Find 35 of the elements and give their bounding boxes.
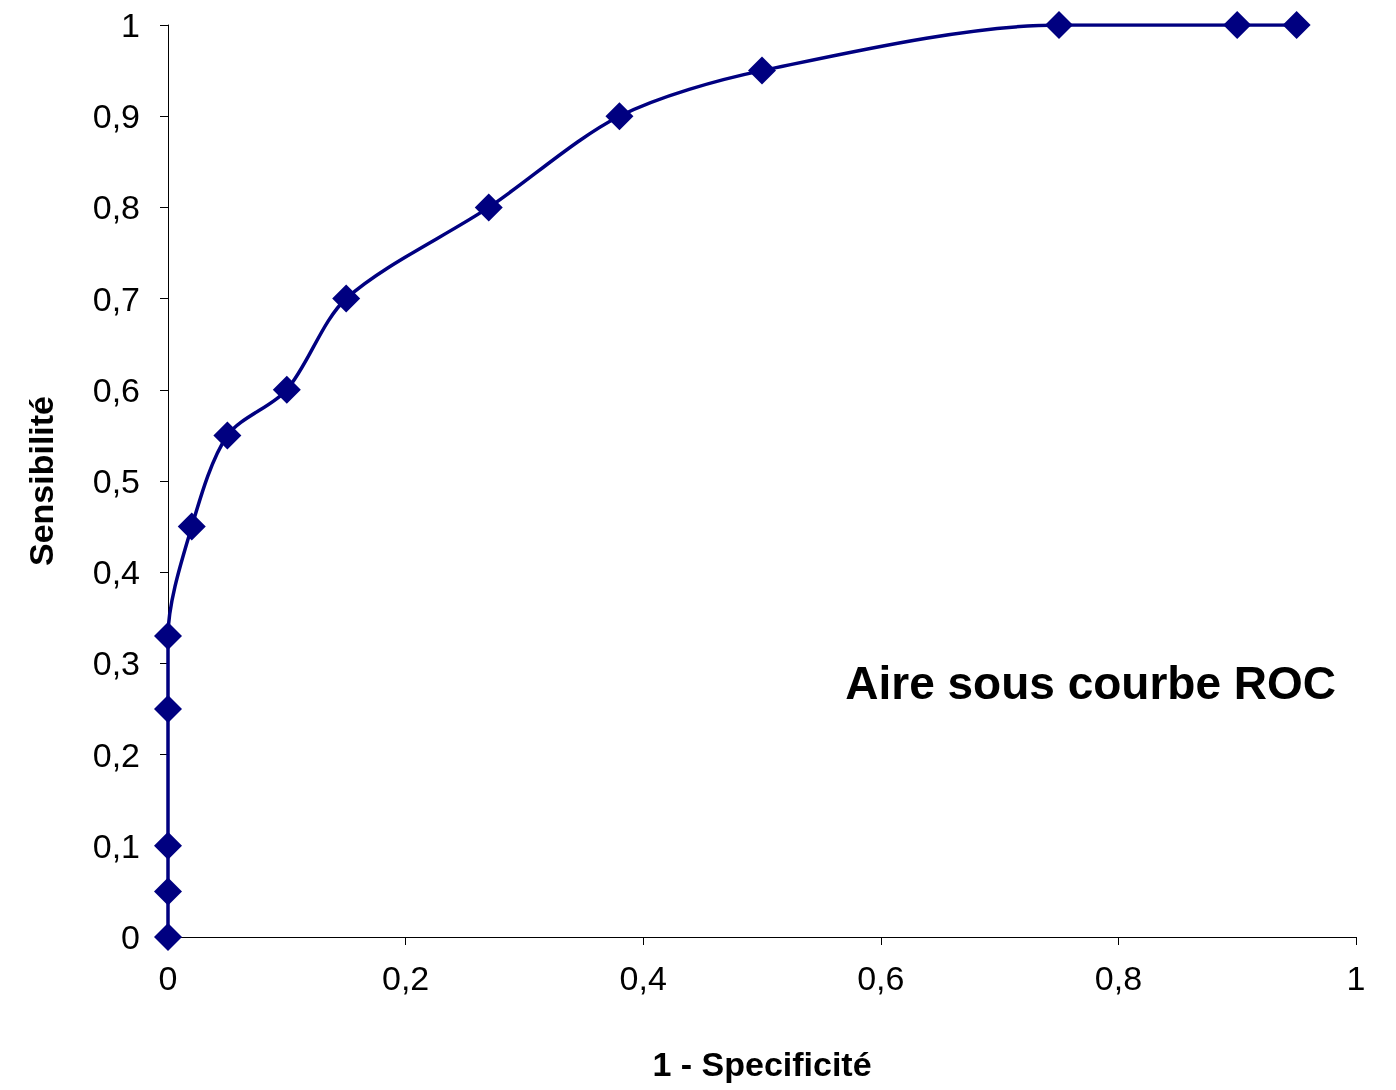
point	[332, 284, 361, 313]
x-axis-title: 1 - Specificité	[652, 1045, 872, 1083]
point	[213, 421, 242, 450]
point	[474, 193, 503, 222]
y-tick-label: 0,5	[92, 462, 140, 500]
y-tick-label: 0,7	[92, 279, 140, 318]
x-tick-label: 0,6	[857, 959, 905, 997]
y-tick-label: 1	[121, 6, 140, 44]
y-tick-label: 0,4	[92, 553, 140, 592]
x-tick-label: 0	[158, 959, 178, 997]
point	[154, 877, 182, 906]
point	[154, 622, 182, 651]
point	[748, 56, 776, 85]
y-tick-label: 0,1	[92, 826, 140, 865]
point	[154, 831, 182, 860]
point	[154, 923, 182, 951]
y-axis-title: Sensibilité	[22, 395, 60, 567]
y-tick-label: 0,2	[92, 735, 140, 774]
point	[154, 695, 182, 723]
point	[272, 375, 301, 404]
point	[605, 102, 634, 131]
point	[177, 512, 206, 541]
y-tick-label: 0,6	[92, 370, 140, 409]
point	[1282, 11, 1311, 39]
x-tick-label: 0,4	[619, 959, 667, 997]
point	[1223, 11, 1252, 39]
x-tick-label: 0,8	[1094, 959, 1143, 997]
y-tick-label: 0,9	[92, 97, 140, 136]
y-tick-label: 0,8	[92, 188, 140, 227]
x-tick-label: 0,2	[381, 959, 430, 997]
annotation: Aire sous courbe ROC	[845, 657, 1337, 709]
y-tick-label: 0	[121, 918, 140, 956]
point	[1045, 11, 1073, 39]
x-tick-label: 1	[1346, 959, 1366, 997]
y-tick-label: 0,3	[92, 644, 140, 683]
